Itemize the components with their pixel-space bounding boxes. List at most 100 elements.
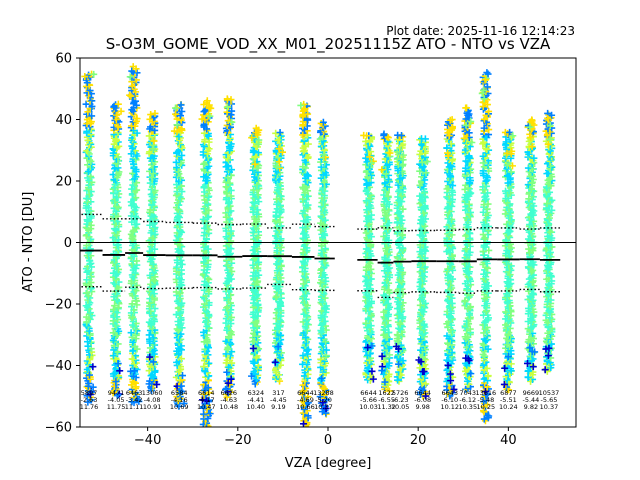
scatter-point [87,118,95,126]
scatter-point [128,122,136,130]
x-tick-label: 0 [324,433,332,448]
scatter-outlier [115,390,123,398]
scatter-point [254,149,262,157]
scatter-outlier [127,92,135,100]
bin-sd-label: 11.11 [125,403,144,411]
scatter-point [88,112,96,120]
scatter-point [200,160,208,168]
scatter-point [224,303,232,311]
bin-sd-label: 10.69 [170,403,189,411]
scatter-point [133,129,141,137]
bin-sd-label: 10.48 [219,403,238,411]
scatter-point [109,185,117,193]
scatter-point [224,324,232,332]
scatter-point [250,368,258,376]
scatter-outlier [177,382,185,390]
scatter-point [276,129,284,137]
scatter-outlier [145,380,153,388]
bin-sd-label: 10.35 [458,403,477,411]
x-tick-label: 40 [500,433,517,448]
scatter-point [150,334,158,342]
scatter-point [115,372,123,380]
scatter-outlier [227,96,235,104]
bin-column [297,100,312,427]
scatter-outlier [114,391,122,399]
scatter-outlier [205,104,213,112]
scatter-outlier [223,103,231,111]
scatter-point [87,157,95,165]
scatter-point [203,171,211,179]
scatter-outlier [135,397,143,405]
scatter-point [127,329,135,337]
scatter-outlier [117,107,125,115]
bin-column [460,104,476,393]
scatter-point [199,148,207,156]
scatter-outlier [126,91,134,99]
scatter-point [228,267,236,275]
scatter-point [172,288,180,296]
scatter-point [200,410,208,418]
scatter-outlier [178,372,186,380]
scatter-outlier [254,140,262,148]
bin-column [523,116,539,385]
scatter-outlier [206,112,214,120]
scatter-outlier [86,390,94,398]
scatter-outlier [198,115,206,123]
scatter-point [254,362,262,370]
bin-sd-label: 10.12 [440,403,459,411]
scatter-point [223,304,231,312]
scatter-point [87,172,95,180]
scatter-outlier [114,100,122,108]
scatter-outlier [180,399,188,407]
bin-sd-label: 11.75 [107,403,126,411]
y-tick-label: 60 [55,52,72,67]
y-tick-label: −20 [45,298,72,313]
scatter-point [199,215,207,223]
bin-column [500,128,517,394]
x-tick-label: −40 [134,433,161,448]
scatter-point [201,107,209,115]
scatter-point [255,162,263,170]
scatter-outlier [153,380,161,388]
scatter-point [110,197,118,205]
scatter-point [115,265,123,273]
scatter-point [110,306,118,314]
scatter-outlier [248,372,256,380]
scatter-outlier [146,353,154,361]
scatter-outlier [89,363,97,371]
scatter-point [203,213,211,221]
y-tick-label: 40 [55,113,72,128]
scatter-point [176,345,184,353]
bin-column [248,124,263,388]
scatter-outlier [85,371,93,379]
scatter-outlier [206,410,214,418]
scatter-outlier [149,358,157,366]
bin-sd-label: 9.19 [271,403,285,411]
scatter-point [147,123,155,131]
scatter-point [176,160,184,168]
y-axis-label: ATO - NTO [DU] [21,192,36,293]
bin-sd-label: 10.25 [477,403,496,411]
scatter-outlier [150,137,158,145]
scatter-point [272,293,280,301]
scatter-outlier [203,397,211,405]
scatter-point [224,261,232,269]
scatter-layer [81,63,556,427]
scatter-point [200,403,208,411]
bin-sd-label: 11.76 [80,403,99,411]
scatter-point [87,140,95,148]
scatter-point [174,340,182,348]
scatter-outlier [126,73,134,81]
scatter-outlier [251,160,259,168]
bin-sd-label: 10.37 [540,403,559,411]
bin-column [145,109,161,395]
bin-sd-label: 10.40 [247,403,266,411]
bin-sd-label: 10.05 [391,403,410,411]
bin-column [316,118,331,418]
scatter-point [222,350,230,358]
scatter-point [200,363,208,371]
scatter-point [228,166,236,174]
scatter-outlier [114,123,122,131]
scatter-point [255,198,263,206]
